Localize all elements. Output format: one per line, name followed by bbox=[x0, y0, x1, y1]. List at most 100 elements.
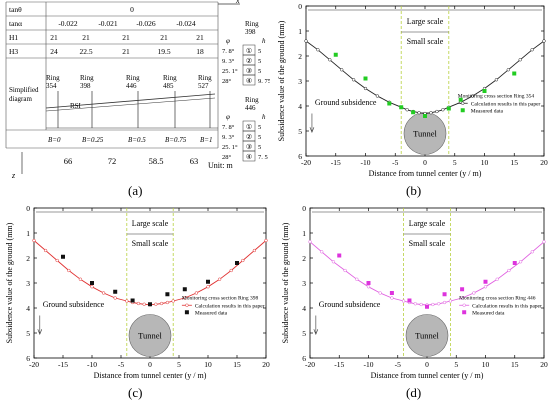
table-row-label: H1 bbox=[9, 33, 18, 42]
y-tick-label: 2 bbox=[298, 52, 302, 61]
y-axis-label: Subsidence value of the ground (mm) bbox=[5, 222, 14, 343]
x-tick-label: 0 bbox=[148, 360, 152, 369]
ground-slope-line bbox=[45, 97, 216, 112]
layer-h: 5 bbox=[258, 134, 261, 141]
calc-point bbox=[43, 248, 48, 253]
ground-subsidence-label: Ground subsidence bbox=[319, 300, 381, 309]
y-tick-label: 0 bbox=[298, 2, 302, 11]
y-tick-label: 4 bbox=[26, 304, 30, 313]
small-scale-label: Small scale bbox=[409, 239, 446, 248]
calc-point bbox=[413, 302, 417, 306]
x-tick-label: -15 bbox=[58, 360, 68, 369]
simplified-label: diagram bbox=[9, 95, 32, 103]
measured-point bbox=[411, 110, 416, 115]
measured-point bbox=[446, 106, 451, 111]
x-tick-label: -20 bbox=[301, 158, 311, 167]
ground-slope-line bbox=[45, 93, 216, 109]
layer-num: ② bbox=[246, 133, 252, 141]
calc-point bbox=[530, 48, 534, 52]
measured-point bbox=[337, 253, 342, 258]
calc-point bbox=[183, 296, 187, 300]
calc-point bbox=[351, 78, 356, 82]
y-tick-label: 4 bbox=[298, 102, 302, 111]
layer-num: ② bbox=[246, 57, 252, 65]
x-tick-label: 10 bbox=[204, 360, 212, 369]
table-cell: -0.026 bbox=[136, 19, 156, 28]
x-tick-label: -10 bbox=[87, 360, 97, 369]
calc-point bbox=[343, 268, 347, 273]
calc-point bbox=[90, 285, 94, 289]
layer-h: 7. 5 bbox=[258, 154, 268, 161]
legend-line-marker bbox=[462, 303, 466, 307]
calc-point bbox=[229, 268, 233, 273]
ring-block-phi: φ bbox=[226, 37, 230, 45]
calc-point bbox=[375, 94, 380, 98]
calc-point bbox=[460, 296, 464, 300]
ground-subsidence-label: Ground subsidence bbox=[315, 98, 377, 107]
calc-point bbox=[390, 296, 394, 300]
measured-point bbox=[399, 105, 404, 110]
calc-point bbox=[308, 240, 312, 244]
subsidence-arrow-head bbox=[309, 127, 315, 134]
calc-point bbox=[448, 299, 453, 303]
calc-point bbox=[542, 39, 546, 43]
measured-point bbox=[333, 52, 338, 57]
calc-point bbox=[507, 268, 511, 273]
ring-block-h: h bbox=[262, 37, 266, 45]
legend-measured-label: Measured data bbox=[195, 310, 228, 316]
ring-block-title-398: Ring bbox=[245, 20, 259, 28]
table-cell: 21 bbox=[196, 33, 204, 42]
legend-marker-swatch bbox=[460, 108, 465, 113]
calc-point bbox=[328, 58, 332, 62]
layer-angle: 25. 1° bbox=[222, 68, 238, 75]
calc-point bbox=[320, 250, 324, 254]
x-tick-label: -15 bbox=[331, 158, 341, 167]
table-row-label: tanθ bbox=[9, 5, 22, 14]
layer-angle: 9. 3° bbox=[222, 58, 235, 65]
legend-calc-label: Calculation results in this paper bbox=[472, 303, 542, 309]
layer-h: 5 bbox=[258, 144, 261, 151]
measured-point bbox=[366, 281, 371, 285]
layer-angle: 28° bbox=[222, 78, 232, 85]
layer-box bbox=[242, 74, 256, 86]
calc-point bbox=[542, 240, 546, 244]
small-scale-label: Small scale bbox=[132, 239, 169, 248]
b-value: B=0.5 bbox=[128, 136, 146, 144]
layer-h: 5 bbox=[258, 68, 261, 75]
calc-point bbox=[366, 285, 371, 289]
calc-point bbox=[483, 285, 488, 289]
calc-point bbox=[304, 39, 308, 43]
measured-point bbox=[61, 254, 65, 259]
layer-h: 9. 75 bbox=[258, 78, 270, 85]
ring-block-title-446: Ring bbox=[245, 96, 259, 104]
x-tick-label: -5 bbox=[392, 158, 398, 167]
subsidence-arrow-head bbox=[37, 329, 43, 336]
layer-angle: 9. 3° bbox=[222, 134, 235, 141]
calc-point bbox=[159, 301, 164, 306]
unit-label: Unit: m bbox=[208, 161, 233, 170]
ring-label: 446 bbox=[126, 82, 137, 90]
measured-point bbox=[113, 289, 118, 294]
b-value: B=0.25 bbox=[82, 136, 104, 144]
measured-point bbox=[389, 291, 394, 295]
calc-point bbox=[470, 94, 475, 98]
x-axis-label: Distance from tunnel center (y / m) bbox=[94, 371, 207, 380]
ring-label: Ring bbox=[126, 74, 140, 82]
spacing-value: 63 bbox=[190, 156, 199, 166]
calc-point bbox=[363, 86, 368, 91]
large-scale-label: Large scale bbox=[407, 17, 444, 26]
table-cell: 19.5 bbox=[157, 47, 170, 56]
ring-block-title-398: 398 bbox=[245, 28, 256, 36]
small-scale-label: Small scale bbox=[407, 37, 444, 46]
calc-point bbox=[331, 260, 336, 264]
x-tick-label: 0 bbox=[423, 158, 427, 167]
ring-label: 398 bbox=[80, 82, 91, 90]
measured-point bbox=[235, 261, 239, 265]
calc-point bbox=[442, 300, 447, 305]
chart-d-ring-446: -20 -15 -10 -5 0 5 10 15 20 0 1 2 3 4 5 6 Distance from … bbox=[281, 204, 548, 380]
panel-a-table: tanθ 0 tanα -0.022 -0.021 -0.026 -0.024 H1 21 21 2… bbox=[5, 0, 270, 180]
table-row-label: tanα bbox=[9, 19, 22, 28]
caption-c: (c) bbox=[128, 385, 143, 400]
calc-point bbox=[435, 109, 439, 114]
layer-h: 5 bbox=[258, 124, 261, 131]
